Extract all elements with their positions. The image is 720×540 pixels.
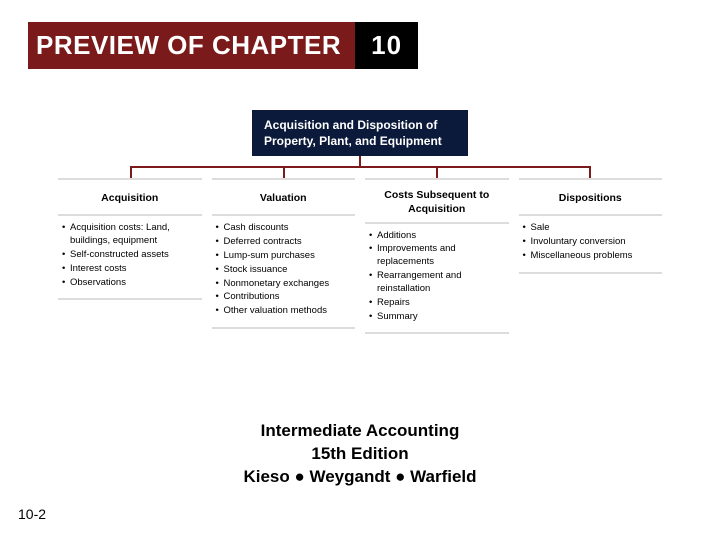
list-item: Rearrangement and reinstallation	[369, 270, 505, 296]
chapter-title-text: PREVIEW OF CHAPTER	[28, 22, 355, 69]
column-acquisition: Acquisition Acquisition costs: Land, bui…	[58, 178, 202, 334]
org-chart: Acquisition and Disposition of Property,…	[58, 110, 662, 334]
list-item: Lump-sum purchases	[216, 250, 352, 263]
chart-title: Acquisition and Disposition of Property,…	[252, 110, 468, 156]
column-head: Dispositions	[519, 180, 663, 216]
column-dispositions: Dispositions Sale Involuntary conversion…	[519, 178, 663, 334]
column-valuation: Valuation Cash discounts Deferred contra…	[212, 178, 356, 334]
list-item: Additions	[369, 230, 505, 243]
column-head: Acquisition	[58, 180, 202, 216]
footer-line-2: 15th Edition	[0, 443, 720, 466]
footer-line-1: Intermediate Accounting	[0, 420, 720, 443]
list-item: Repairs	[369, 297, 505, 310]
list-item: Sale	[523, 222, 659, 235]
column-costs-subsequent: Costs Subsequent to Acquisition Addition…	[365, 178, 509, 334]
list-item: Summary	[369, 311, 505, 324]
column-body: Sale Involuntary conversion Miscellaneou…	[519, 216, 663, 273]
list-item: Contributions	[216, 291, 352, 304]
footer-line-3: Kieso ● Weygandt ● Warfield	[0, 466, 720, 489]
column-body: Cash discounts Deferred contracts Lump-s…	[212, 216, 356, 329]
connector-lines	[58, 156, 662, 178]
chapter-number: 10	[355, 22, 418, 69]
chapter-title-bar: PREVIEW OF CHAPTER 10	[28, 22, 418, 69]
list-item: Miscellaneous problems	[523, 250, 659, 263]
list-item: Nonmonetary exchanges	[216, 278, 352, 291]
column-head: Valuation	[212, 180, 356, 216]
list-item: Stock issuance	[216, 264, 352, 277]
list-item: Deferred contracts	[216, 236, 352, 249]
column-head: Costs Subsequent to Acquisition	[365, 180, 509, 223]
list-item: Other valuation methods	[216, 305, 352, 318]
columns-row: Acquisition Acquisition costs: Land, bui…	[58, 178, 662, 334]
list-item: Cash discounts	[216, 222, 352, 235]
list-item: Involuntary conversion	[523, 236, 659, 249]
list-item: Acquisition costs: Land, buildings, equi…	[62, 222, 198, 248]
column-body: Acquisition costs: Land, buildings, equi…	[58, 216, 202, 300]
list-item: Improvements and replacements	[369, 243, 505, 269]
column-body: Additions Improvements and replacements …	[365, 224, 509, 335]
list-item: Interest costs	[62, 263, 198, 276]
list-item: Observations	[62, 277, 198, 290]
footer-credits: Intermediate Accounting 15th Edition Kie…	[0, 420, 720, 489]
page-number: 10-2	[18, 506, 46, 522]
list-item: Self-constructed assets	[62, 249, 198, 262]
